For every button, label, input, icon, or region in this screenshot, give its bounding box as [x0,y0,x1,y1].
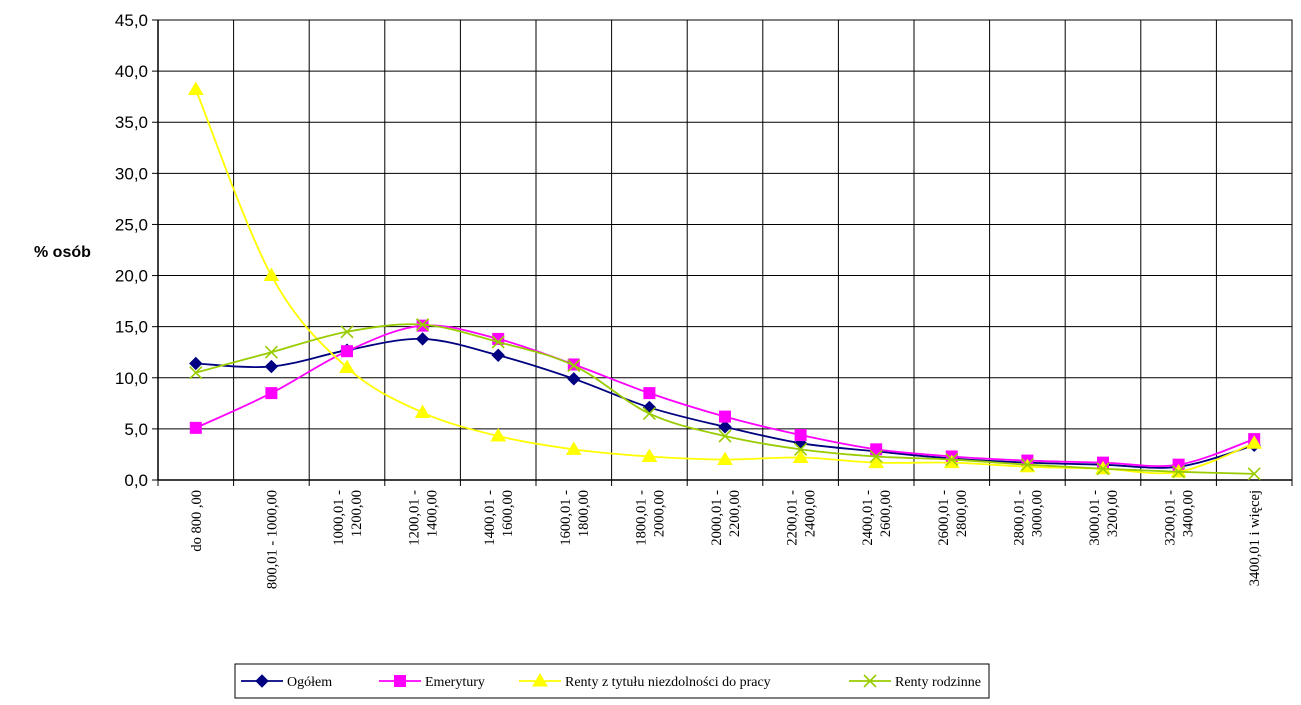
x-tick-label: 1200,00 [349,490,365,537]
x-tick-label: 2600,00 [878,490,894,537]
data-point [718,429,732,443]
legend-label: Emerytury [425,675,485,690]
y-axis-label: % osób [34,244,91,261]
data-point [868,454,885,469]
data-point [265,387,278,400]
series-layer [187,81,1263,481]
y-tick-label: 0,0 [124,471,148,490]
data-point [340,325,354,339]
y-tick-label: 45,0 [115,11,148,30]
x-tick-label: 2400,01 - [860,490,876,546]
x-tick-label: 3400,01 i więcej [1247,490,1263,586]
data-point [1096,462,1110,476]
grid-lines [157,19,1293,481]
y-tick-label: 10,0 [115,369,148,388]
x-tick-label: 3200,01 - [1163,490,1179,546]
x-tick-label: 2800,00 [954,490,970,537]
data-point [491,335,505,349]
data-point [490,428,507,442]
x-tick-label: 1600,00 [500,490,516,537]
legend-marker [863,674,877,688]
data-point [491,348,505,362]
x-tick-labels: do 800 ,00 800,01 - 1000,00 1000,01 -1200,… [189,490,1263,589]
data-point [794,442,808,456]
legend-item: Renty rodzinne [849,674,981,690]
data-point [492,332,505,345]
x-tick-label: 2000,00 [651,490,667,537]
data-point [641,448,658,462]
data-point [794,429,807,442]
data-point [189,366,203,380]
x-tick-label: 3000,00 [1029,490,1045,537]
plot-area [157,19,1293,481]
legend-marker [394,675,406,687]
data-point [792,449,809,464]
x-tick-label: 1800,00 [576,490,592,537]
legend-marker [255,674,269,688]
y-tick-label: 5,0 [124,420,148,439]
x-tick-label: 3400,00 [1181,490,1197,537]
data-point [1247,467,1261,481]
x-tick-label: do 800 ,00 [189,490,205,552]
data-point [189,421,202,434]
x-tick-label: 1400,00 [425,490,441,537]
data-point [945,452,959,467]
y-tick-label: 20,0 [115,267,148,286]
x-tick-label: 2400,00 [803,490,819,537]
data-point [719,410,731,423]
x-tick-label: 2000,01 - [709,490,725,546]
data-point [1172,465,1186,479]
x-tick-label: 2800,01 - [1011,490,1027,546]
x-tick-label: 1600,01 - [558,490,574,546]
data-point [264,345,278,359]
data-point [263,267,280,282]
data-point [869,449,883,464]
y-tick-label: 30,0 [115,164,148,183]
legend-marker [532,673,548,687]
x-tick-label: 1000,01 - [331,490,347,546]
data-point [414,404,431,419]
series-4 [189,318,1261,481]
y-tick-label: 25,0 [115,215,148,234]
data-point [415,332,430,346]
x-tick-label: 800,01 - 1000,00 [264,490,280,589]
y-tick-label: 35,0 [115,113,148,132]
data-point [187,81,204,96]
data-point [416,318,430,332]
data-point [1020,458,1034,472]
data-point [718,420,732,434]
data-point [642,406,656,421]
data-point [643,387,656,400]
legend-item: Ogółem [241,674,332,690]
data-point [717,451,733,466]
legend-label: Renty z tytułu niezdolności do pracy [565,675,771,690]
y-tick-labels: 0,0 5,0 10,0 15,0 20,0 25,0 30,0 35,0 40,0 45,0 [115,11,148,490]
x-tick-label: 2600,01 - [936,490,952,546]
data-point [565,441,582,455]
y-tick-label: 40,0 [115,62,148,81]
legend-label: Ogółem [287,675,332,690]
legend-item: Emerytury [379,675,485,690]
data-point [1246,435,1263,449]
x-tick-label: 1400,01 - [482,490,498,546]
data-point [567,358,581,373]
x-tick-label: 2200,00 [727,490,743,537]
x-tick-label: 3200,00 [1105,490,1121,537]
x-tick-label: 1200,01 - [407,490,423,546]
data-point [189,356,203,371]
y-tick-label: 15,0 [115,318,148,337]
data-point [264,359,279,374]
data-point [943,454,960,469]
data-point [341,345,353,358]
x-tick-label: 3000,01 - [1087,490,1103,546]
data-point [339,359,355,374]
x-tick-label: 2200,01 - [785,490,801,546]
x-tick-label: 1800,01 - [633,490,649,546]
data-point [567,372,581,386]
legend: Ogółem Emerytury Renty z tytułu niezdolnoś… [234,663,990,699]
axes [152,19,1293,486]
legend-item: Renty z tytułu niezdolności do pracy [519,673,771,690]
legend-label: Renty rodzinne [895,675,981,690]
